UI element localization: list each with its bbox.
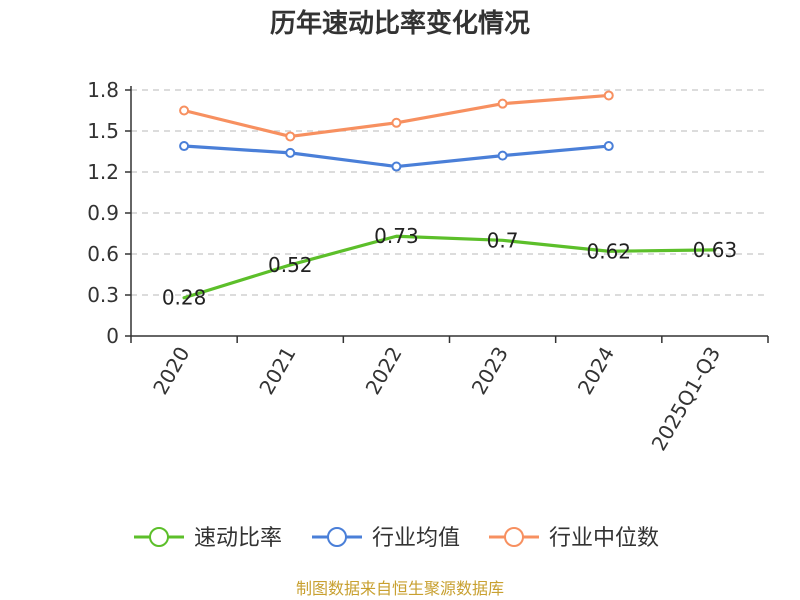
data-label: 0.28 — [162, 286, 207, 310]
data-point — [285, 131, 296, 142]
series-line — [182, 93, 611, 139]
data-point — [179, 105, 190, 116]
chart-title: 历年速动比率变化情况 — [270, 8, 530, 39]
data-point — [285, 147, 296, 158]
y-tick-label: 0.3 — [87, 283, 119, 307]
x-tick-label: 2025Q1-Q3 — [647, 343, 726, 455]
x-tick-label: 2021 — [254, 343, 300, 399]
x-tick-label: 2024 — [573, 343, 619, 399]
data-point — [179, 141, 190, 152]
data-labels: 0.28 0.52 0.73 0.7 0.62 0.63 — [162, 224, 737, 310]
data-point — [391, 161, 402, 172]
y-tick-label: 0.9 — [87, 201, 119, 225]
y-tick-label: 0 — [106, 324, 119, 348]
axes: 0 0.3 0.6 0.9 1.2 1.5 1.8 2020 2021 2022 2023 2024 2… — [87, 78, 769, 455]
source-note: 制图数据来自恒生聚源数据库 — [296, 579, 504, 598]
data-point — [497, 98, 508, 109]
y-tick-label: 1.2 — [87, 160, 119, 184]
series-line — [182, 234, 717, 300]
y-tick-label: 1.5 — [87, 119, 119, 143]
series-lines — [179, 90, 717, 300]
legend-marker — [149, 527, 169, 547]
y-tick-label: 1.8 — [87, 78, 119, 102]
data-point — [603, 141, 614, 152]
data-point — [391, 117, 402, 128]
data-label: 0.73 — [374, 224, 419, 248]
data-point — [497, 150, 508, 161]
y-tick-label: 0.6 — [87, 242, 119, 266]
legend-label: 速动比率 — [194, 526, 282, 551]
legend[interactable]: 速动比率 行业均值 行业中位数 — [134, 526, 659, 551]
legend-marker — [504, 527, 524, 547]
legend-item[interactable]: 行业均值 — [312, 526, 460, 551]
data-label: 0.52 — [268, 253, 313, 277]
data-point — [603, 90, 614, 101]
grid-lines — [131, 89, 768, 296]
legend-item[interactable]: 行业中位数 — [489, 526, 659, 551]
x-tick-label: 2023 — [467, 343, 513, 399]
legend-label: 行业中位数 — [549, 526, 659, 551]
legend-label: 行业均值 — [372, 526, 460, 551]
data-label: 0.62 — [586, 239, 631, 263]
data-label: 0.7 — [487, 228, 519, 252]
x-tick-label: 2022 — [361, 343, 407, 399]
legend-item[interactable]: 速动比率 — [134, 526, 282, 551]
legend-marker — [327, 527, 347, 547]
x-tick-label: 2020 — [148, 343, 194, 399]
data-label: 0.63 — [693, 238, 738, 262]
